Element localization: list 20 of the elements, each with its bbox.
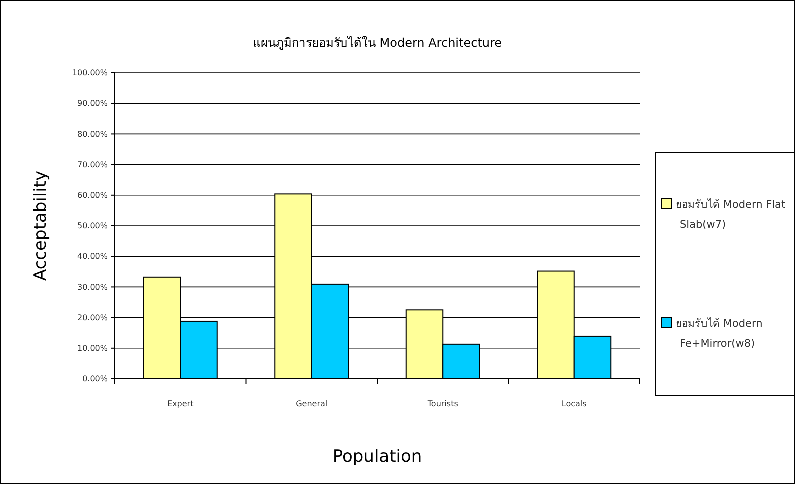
y-tick-label: 20.00% [77, 313, 108, 322]
x-tick-label: Expert [168, 400, 194, 409]
x-tick-label: Locals [562, 400, 587, 409]
x-tick-label: General [296, 400, 328, 409]
y-tick-label: 70.00% [77, 160, 108, 170]
y-tick-label: 10.00% [77, 344, 108, 353]
y-tick-label: 40.00% [77, 252, 108, 262]
y-axis-title: Acceptability [31, 170, 51, 282]
x-axis-title: Population [332, 447, 422, 467]
y-tick-label: 60.00% [77, 190, 108, 200]
chart-title: แผนภูมิการยอมรับได้ใน Modern Architecture [252, 36, 502, 51]
x-tick-label: Tourists [426, 400, 458, 409]
legend-label: ยอมรับได้ Modern Flat Slab(w7) [676, 198, 786, 231]
y-tick-label: 50.00% [77, 222, 108, 231]
y-tick-label: 30.00% [77, 282, 108, 292]
y-tick-label: 100.00% [72, 68, 108, 78]
y-tick-label: 80.00% [77, 130, 108, 139]
y-tick-label: 0.00% [82, 374, 108, 384]
legend-label: ยอมรับได้ Modern Fe+Mirror(w8) [676, 317, 763, 350]
y-tick-label: 90.00% [77, 99, 108, 108]
